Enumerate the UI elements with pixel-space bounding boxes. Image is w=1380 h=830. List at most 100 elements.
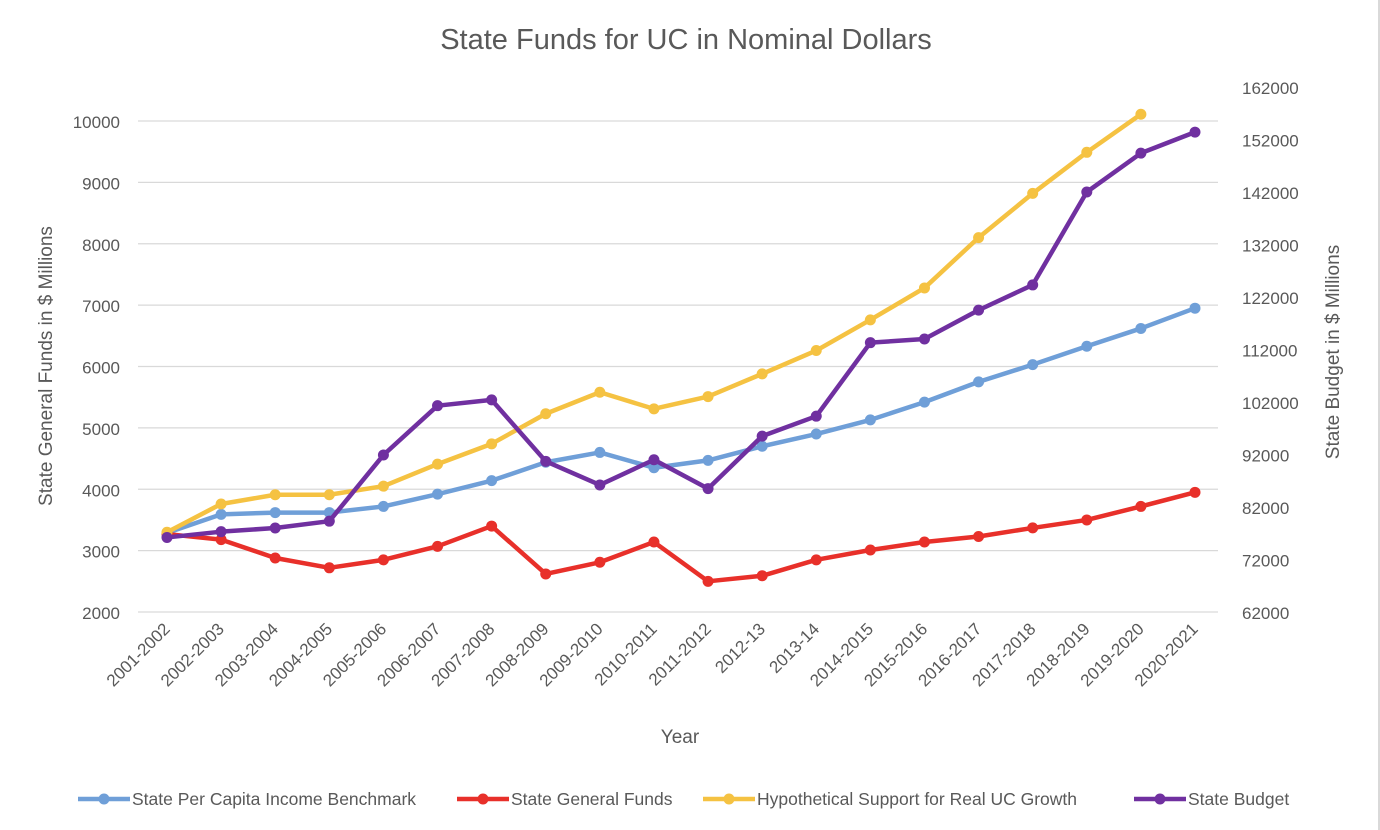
legend-item: Hypothetical Support for Real UC Growth — [703, 789, 1077, 809]
data-point — [973, 232, 985, 244]
data-point — [486, 438, 498, 450]
data-point — [323, 489, 335, 501]
data-point — [323, 562, 335, 574]
data-point — [756, 570, 768, 582]
data-point — [594, 479, 606, 491]
data-point — [810, 345, 822, 357]
legend-swatch-marker — [98, 793, 110, 805]
data-point — [864, 414, 876, 426]
data-point — [1135, 500, 1147, 512]
data-point — [215, 498, 227, 510]
data-point — [864, 314, 876, 326]
data-point — [1189, 126, 1201, 138]
data-point — [810, 554, 822, 566]
data-point — [973, 531, 985, 543]
data-point — [918, 536, 930, 548]
data-point — [1027, 279, 1039, 291]
data-point — [432, 400, 444, 412]
x-tick-label: 2012-13 — [711, 619, 769, 677]
y-tick-label: 4000 — [82, 481, 120, 500]
legend: State Per Capita Income Benchmark State G… — [78, 789, 1289, 809]
y2-tick-label: 112000 — [1242, 342, 1297, 361]
data-point — [1027, 359, 1039, 371]
data-point — [594, 556, 606, 568]
series-line — [164, 305, 1198, 536]
data-point — [432, 458, 444, 470]
y2-axis-label: State Budget in $ Millions — [1323, 245, 1344, 459]
y2-axis-ticks: 62000 72000 82000 92000 102000 112000 122000 13… — [1242, 79, 1299, 623]
data-point — [269, 489, 281, 501]
data-point — [594, 386, 606, 398]
legend-item: State General Funds — [457, 789, 673, 809]
data-point — [432, 540, 444, 552]
y2-tick-label: 102000 — [1242, 394, 1299, 413]
data-point — [648, 462, 660, 474]
data-point — [756, 430, 768, 442]
data-point — [1081, 186, 1093, 198]
x-axis-ticks: 2001-20022002-20032003-20042004-20052005… — [103, 619, 1202, 690]
data-point — [486, 475, 498, 487]
legend-label: State Per Capita Income Benchmark — [132, 789, 416, 809]
data-point — [810, 428, 822, 440]
data-point — [486, 520, 498, 532]
data-point — [432, 488, 444, 500]
data-point — [1189, 486, 1201, 498]
legend-label: State General Funds — [511, 789, 673, 809]
y2-tick-label: 72000 — [1242, 552, 1289, 571]
data-point — [540, 408, 552, 420]
data-point — [702, 454, 714, 466]
data-point — [810, 410, 822, 422]
data-point — [864, 544, 876, 556]
series-line — [164, 490, 1198, 584]
data-point — [540, 568, 552, 580]
y2-tick-label: 142000 — [1242, 184, 1299, 203]
data-point — [1027, 187, 1039, 199]
legend-label: Hypothetical Support for Real UC Growth — [757, 789, 1077, 809]
y-axis-ticks: 2000 3000 4000 5000 6000 7000 8000 9000 10000 — [73, 113, 120, 623]
y-tick-label: 10000 — [73, 113, 120, 132]
y2-tick-label: 132000 — [1242, 237, 1299, 256]
data-point — [973, 304, 985, 316]
data-point — [648, 454, 660, 466]
data-point — [1081, 340, 1093, 352]
legend-item: State Budget — [1134, 789, 1289, 809]
data-point — [540, 455, 552, 467]
y2-tick-label: 82000 — [1242, 499, 1289, 518]
data-point — [269, 552, 281, 564]
legend-swatch-marker — [1154, 793, 1166, 805]
data-point — [1027, 522, 1039, 534]
data-point — [323, 515, 335, 527]
data-point — [648, 536, 660, 548]
gridlines — [138, 120, 1218, 613]
data-point — [486, 394, 498, 406]
data-point — [215, 508, 227, 520]
data-point — [1135, 322, 1147, 334]
y-tick-label: 9000 — [82, 174, 120, 193]
data-point — [756, 368, 768, 380]
y2-tick-label: 122000 — [1242, 289, 1299, 308]
data-point — [1189, 302, 1201, 314]
data-point — [377, 554, 389, 566]
data-point — [215, 526, 227, 538]
series-line — [164, 129, 1198, 540]
y-tick-label: 5000 — [82, 420, 120, 439]
y-tick-label: 8000 — [82, 236, 120, 255]
series-0 — [161, 302, 1201, 539]
data-point — [1135, 147, 1147, 159]
data-point — [377, 449, 389, 461]
y-tick-label: 2000 — [82, 604, 120, 623]
data-point — [756, 440, 768, 452]
data-point — [864, 337, 876, 349]
series-3 — [161, 126, 1201, 543]
y-axis-label: State General Funds in $ Millions — [36, 226, 57, 506]
data-point — [1135, 108, 1147, 120]
data-point — [269, 507, 281, 519]
data-point — [1081, 146, 1093, 158]
y-tick-label: 6000 — [82, 359, 120, 378]
legend-item: State Per Capita Income Benchmark — [78, 789, 416, 809]
chart-title: State Funds for UC in Nominal Dollars — [440, 24, 932, 56]
series-1 — [161, 486, 1201, 587]
y-tick-label: 7000 — [82, 297, 120, 316]
